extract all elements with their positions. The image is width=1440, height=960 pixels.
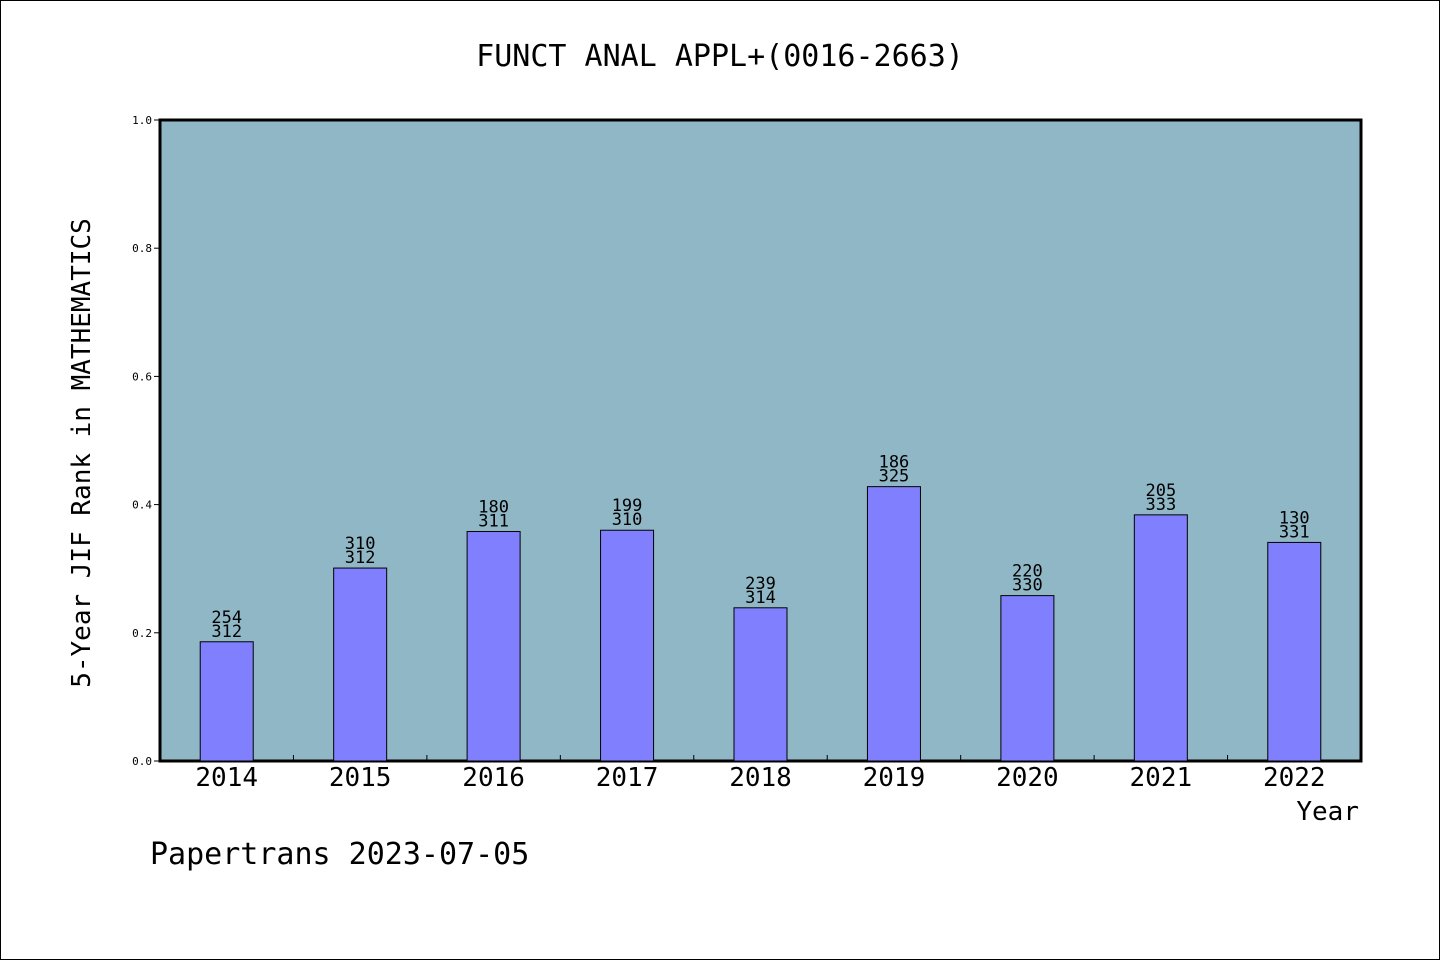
bar-2014 bbox=[199, 641, 254, 762]
bar-2020 bbox=[1000, 595, 1055, 762]
x-axis-ticks: 2014 2015 2016 2017 2018 2019 2020 2021 2022 bbox=[195, 755, 1326, 793]
y-tick-label: 0.6 bbox=[132, 370, 152, 383]
bar-2015 bbox=[333, 567, 388, 762]
footer-text: Papertrans 2023-07-05 bbox=[150, 837, 529, 872]
y-tick-label: 0.0 bbox=[132, 755, 152, 768]
y-tick-label: 1.0 bbox=[132, 114, 152, 127]
bar-label-bottom-2016: 311 bbox=[478, 512, 509, 532]
bar-label-top-2018: 239 bbox=[745, 574, 776, 594]
x-tick-label-2019: 2019 bbox=[863, 763, 926, 793]
bar-2022 bbox=[1267, 541, 1322, 762]
bar-2019 bbox=[866, 486, 921, 762]
bar-label-bottom-2022: 331 bbox=[1279, 522, 1310, 542]
x-tick-label-2020: 2020 bbox=[996, 763, 1059, 793]
bars: 2543123103121803111993102393141863252203… bbox=[199, 453, 1322, 762]
y-tick-label: 0.2 bbox=[132, 627, 152, 640]
y-axis-ticks: 0.0 0.2 0.4 0.6 0.8 1.0 bbox=[132, 114, 160, 768]
x-axis-label: Year bbox=[1296, 797, 1359, 827]
bar-label-top-2016: 180 bbox=[478, 498, 509, 518]
bar-label-top-2019: 186 bbox=[879, 453, 910, 473]
bar-label-bottom-2019: 325 bbox=[879, 467, 910, 487]
x-tick-label-2015: 2015 bbox=[329, 763, 392, 793]
bar-label-top-2021: 205 bbox=[1145, 481, 1176, 501]
bar-label-bottom-2021: 333 bbox=[1145, 495, 1176, 515]
bar-label-top-2017: 199 bbox=[612, 496, 643, 516]
bar-label-bottom-2020: 330 bbox=[1012, 576, 1043, 596]
x-tick-label-2017: 2017 bbox=[596, 763, 659, 793]
x-tick-label-2021: 2021 bbox=[1130, 763, 1193, 793]
chart-title: FUNCT ANAL APPL+(0016-2663) bbox=[476, 39, 964, 74]
bar-2018 bbox=[733, 607, 788, 762]
bar-label-top-2020: 220 bbox=[1012, 562, 1043, 582]
bar-label-bottom-2014: 312 bbox=[211, 622, 242, 642]
bar-2016 bbox=[466, 531, 521, 762]
x-tick-label-2014: 2014 bbox=[195, 763, 258, 793]
bar-2021 bbox=[1133, 514, 1188, 762]
y-tick-label: 0.4 bbox=[132, 499, 152, 512]
x-tick-label-2022: 2022 bbox=[1263, 763, 1326, 793]
bar-label-top-2022: 130 bbox=[1279, 508, 1310, 528]
bar-label-top-2015: 310 bbox=[345, 534, 376, 554]
bar-2017 bbox=[600, 529, 655, 762]
bar-label-top-2014: 254 bbox=[211, 608, 242, 628]
bar-label-bottom-2017: 310 bbox=[612, 510, 643, 530]
bar-label-bottom-2015: 312 bbox=[345, 548, 376, 568]
x-tick-label-2018: 2018 bbox=[729, 763, 792, 793]
x-tick-label-2016: 2016 bbox=[462, 763, 525, 793]
bar-label-bottom-2018: 314 bbox=[745, 588, 776, 608]
y-tick-label: 0.8 bbox=[132, 242, 152, 255]
y-axis-label: 5-Year JIF Rank in MATHEMATICS bbox=[67, 218, 97, 688]
